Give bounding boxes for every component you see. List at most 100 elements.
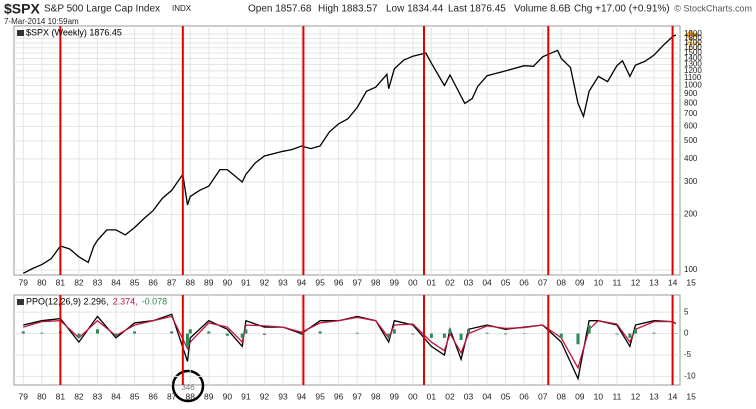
histogram-bar: [485, 332, 489, 334]
histogram-bar: [411, 333, 415, 335]
x-tick-label: 07: [538, 277, 548, 287]
x-tick-label: 15: [686, 391, 696, 401]
x-tick-label: 79: [19, 391, 29, 401]
x-tick-label: 08: [557, 391, 567, 401]
y-tick-label: 700: [684, 109, 698, 118]
histogram-bar: [133, 331, 137, 334]
x-tick-label: 97: [352, 391, 362, 401]
y-tick-label: 1200: [684, 66, 702, 75]
y-tick-label: 0: [684, 329, 689, 338]
x-tick-label: 96: [334, 391, 344, 401]
x-tick-label: 08: [557, 277, 567, 287]
histogram-bar: [387, 333, 391, 338]
y-tick-label: 1900: [684, 29, 702, 38]
x-tick-label: 12: [631, 277, 641, 287]
histogram-bar: [429, 333, 433, 338]
y-tick-label: 5: [684, 307, 689, 316]
x-tick-label: 82: [74, 277, 84, 287]
x-tick-label: 85: [130, 391, 140, 401]
x-tick-label: 81: [56, 277, 66, 287]
histogram-bar: [188, 329, 192, 334]
histogram-bar: [587, 325, 591, 334]
x-tick-label: 86: [148, 391, 158, 401]
y-tick-label: 600: [684, 122, 698, 131]
exchange: INDX: [172, 4, 192, 13]
subtitle: S&P 500 Large Cap Index: [44, 4, 160, 15]
x-tick-label: 93: [278, 277, 288, 287]
x-tick-label: 93: [278, 391, 288, 401]
y-tick-label: 400: [684, 154, 698, 163]
ppo-panel: [13, 294, 681, 386]
x-tick-label: 02: [445, 277, 455, 287]
x-tick-label: 85: [130, 277, 140, 287]
histogram-bar: [392, 329, 396, 334]
x-tick-label: 09: [575, 391, 585, 401]
x-tick-label: 94: [297, 277, 307, 287]
histogram-bar: [355, 332, 359, 334]
x-tick-label: 84: [111, 391, 121, 401]
histogram-bar: [615, 333, 619, 335]
histogram-bar: [318, 331, 322, 334]
legend-entry: 2.374,: [113, 296, 138, 306]
x-tick-label: 00: [408, 277, 418, 287]
x-tick-label: 87: [167, 391, 177, 401]
histogram-bar: [559, 333, 563, 338]
x-tick-label: 92: [260, 391, 270, 401]
y-tick-label: 900: [684, 89, 698, 98]
x-tick-label: 00: [408, 391, 418, 401]
histogram-bar: [652, 332, 656, 334]
x-tick-label: 95: [315, 277, 325, 287]
x-tick-label: 10: [594, 391, 604, 401]
x-tick-label: 98: [371, 277, 381, 287]
x-tick-label: 10: [594, 277, 604, 287]
histogram-bar: [459, 333, 463, 340]
x-tick-label: 89: [204, 277, 214, 287]
histogram-bar: [300, 333, 304, 335]
histogram-bar: [77, 333, 81, 338]
x-tick-label: 11: [613, 391, 622, 401]
circled-label: 346: [181, 383, 195, 392]
y-tick-label: 1700: [684, 38, 702, 47]
quote-item: Chg +17.00 (+0.91%): [574, 4, 670, 15]
x-tick-label: 83: [93, 277, 103, 287]
annotation: ??: [686, 39, 701, 53]
quote-item: Open 1857.68: [248, 4, 312, 15]
y-tick-label: -5: [684, 350, 692, 359]
series-line: [23, 315, 677, 370]
y-tick-label: -10: [684, 372, 696, 381]
x-tick-label: 11: [613, 277, 622, 287]
x-tick-label: 99: [390, 391, 400, 401]
y-tick-label: 800: [684, 98, 698, 107]
x-tick-label: 94: [297, 391, 307, 401]
y-tick-label: 1300: [684, 60, 702, 69]
x-tick-label: 15: [686, 277, 696, 287]
symbol: $SPX: [4, 1, 40, 17]
legend-entry: PPO(12,26,9) 2.296,: [26, 296, 109, 306]
histogram-bar: [40, 332, 44, 334]
x-tick-label: 89: [204, 391, 214, 401]
y-tick-label: 1600: [684, 43, 702, 52]
histogram-bar: [442, 333, 446, 338]
x-tick-label: 98: [371, 391, 381, 401]
histogram-bar: [244, 329, 248, 334]
histogram-bar: [262, 333, 266, 335]
x-tick-label: 03: [464, 277, 474, 287]
legend-icon: [17, 30, 24, 36]
series-line: [23, 34, 677, 274]
y-tick-label: 1800: [684, 33, 702, 42]
x-tick-label: 14: [668, 277, 678, 287]
x-tick-label: 04: [482, 277, 492, 287]
quote-item: High 1883.57: [318, 4, 378, 15]
y-tick-label: 100: [684, 265, 698, 274]
x-tick-label: 97: [352, 277, 362, 287]
histogram-bar: [185, 333, 189, 347]
histogram-bar: [225, 333, 229, 336]
quote-item: Volume 8.6B: [514, 4, 571, 15]
legend-entry: $SPX (Weekly) 1876.45: [26, 27, 122, 37]
histogram-bar: [170, 331, 174, 334]
x-tick-label: 06: [519, 391, 529, 401]
histogram-bar: [21, 331, 25, 334]
x-tick-label: 81: [56, 391, 66, 401]
x-tick-label: 01: [427, 391, 437, 401]
